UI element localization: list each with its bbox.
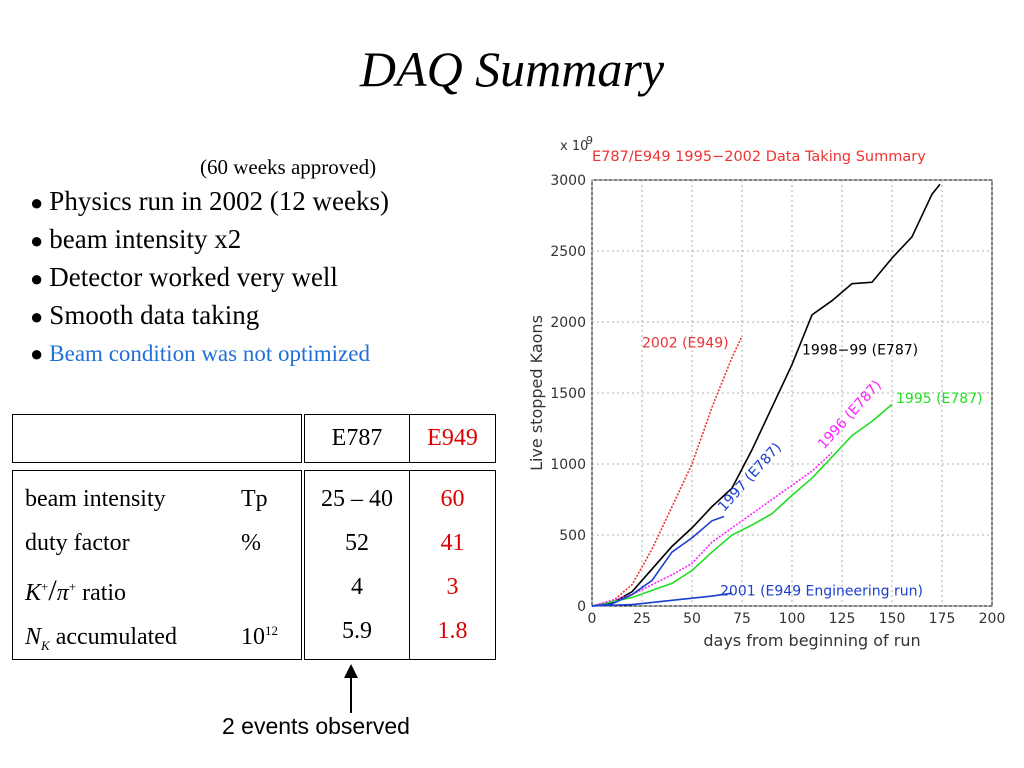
y-scale-factor: x 10 bbox=[560, 139, 588, 154]
bullet-dot-icon: ● bbox=[30, 341, 44, 366]
row-labels-cell: beam intensity Tp duty factor% K+/π+ rati… bbox=[12, 470, 305, 660]
x-tick-label: 200 bbox=[979, 611, 1006, 627]
bullet-dot-icon: ● bbox=[30, 190, 44, 215]
e949-value: 60 bbox=[440, 486, 465, 512]
x-tick-label: 150 bbox=[879, 611, 906, 627]
bullet-item: ● Smooth data taking bbox=[30, 297, 389, 335]
header-e949: E949 bbox=[409, 414, 496, 463]
row-label: beam intensity Tp bbox=[25, 486, 268, 512]
e949-values-cell: 60 41 3 1.8 bbox=[409, 470, 496, 660]
y-tick-label: 2500 bbox=[550, 244, 586, 260]
series-line-1996-e787 bbox=[591, 452, 833, 607]
series-label-1995-e787: 1995 (E787) bbox=[896, 391, 983, 407]
bullet-text: Smooth data taking bbox=[49, 300, 260, 330]
e787-value: 52 bbox=[345, 530, 369, 556]
bullet-text: Detector worked very well bbox=[49, 262, 338, 292]
header-e787: E787 bbox=[302, 414, 410, 463]
x-tick-label: 100 bbox=[779, 611, 806, 627]
events-observed-note: 2 events observed bbox=[222, 713, 410, 739]
y-scale-exponent: 9 bbox=[586, 134, 593, 147]
x-tick-label: 25 bbox=[633, 611, 651, 627]
comparison-table-header: E787 E949 bbox=[12, 414, 496, 463]
series-line-1997-e787 bbox=[591, 515, 725, 607]
e949-value: 1.8 bbox=[437, 618, 468, 644]
bullet-dot-icon: ● bbox=[30, 304, 44, 329]
y-tick-label: 0 bbox=[577, 599, 586, 615]
header-blank-cell bbox=[12, 414, 305, 463]
bullet-item: ● beam intensity x2 bbox=[30, 221, 389, 259]
comparison-table: beam intensity Tp duty factor% K+/π+ rati… bbox=[12, 470, 496, 660]
e787-value: 25 – 40 bbox=[321, 486, 393, 512]
series-label-1996-e787: 1996 (E787) bbox=[815, 377, 885, 452]
e787-value: 4 bbox=[351, 574, 363, 600]
series-label-1998-99-e787: 1998−99 (E787) bbox=[802, 343, 918, 359]
bullet-text: beam intensity x2 bbox=[49, 224, 242, 254]
e787-values-cell: 25 – 40 52 4 5.9 bbox=[302, 470, 410, 660]
bullet-text: Physics run in 2002 (12 weeks) bbox=[49, 186, 390, 216]
y-tick-label: 1500 bbox=[550, 386, 586, 402]
bullet-item: ● Detector worked very well bbox=[30, 259, 389, 297]
x-tick-label: 75 bbox=[733, 611, 751, 627]
bullet-item: ● Beam condition was not optimized bbox=[30, 335, 389, 372]
data-taking-chart: 0 25 50 75 100 125 150 175 200050010001500200025… bbox=[527, 134, 1006, 650]
y-tick-label: 3000 bbox=[550, 173, 586, 189]
series-label-1997-e787: 1997 (E787) bbox=[715, 440, 785, 515]
bullet-text: Beam condition was not optimized bbox=[49, 341, 370, 366]
chart-title: E787/E949 1995−2002 Data Taking Summary bbox=[592, 149, 926, 165]
bullet-dot-icon: ● bbox=[30, 266, 44, 291]
x-tick-label: 125 bbox=[829, 611, 856, 627]
y-tick-label: 500 bbox=[559, 528, 586, 544]
x-axis-label: days from beginning of run bbox=[703, 631, 920, 650]
e787-value: 5.9 bbox=[342, 618, 372, 644]
series-line-1998-99-e787 bbox=[591, 183, 941, 607]
row-label: NK accumulated 1012 bbox=[25, 623, 278, 653]
series-label-2002-e949: 2002 (E949) bbox=[642, 336, 729, 352]
bullet-list: ● Physics run in 2002 (12 weeks) ● beam in… bbox=[30, 183, 389, 372]
e949-value: 41 bbox=[440, 530, 465, 556]
x-tick-label: 175 bbox=[929, 611, 956, 627]
e949-value: 3 bbox=[446, 574, 459, 600]
slide-title: DAQ Summary bbox=[359, 41, 665, 97]
series-label-2001-e949-engineering-run: 2001 (E949 Engineering run) bbox=[720, 583, 923, 599]
bullet-dot-icon: ● bbox=[30, 228, 44, 253]
arrow-shaft bbox=[350, 668, 352, 713]
y-tick-label: 2000 bbox=[550, 315, 586, 331]
series-line-1995-e787 bbox=[591, 403, 893, 607]
bullet-item: ● Physics run in 2002 (12 weeks) bbox=[30, 183, 389, 221]
x-tick-label: 50 bbox=[683, 611, 701, 627]
approved-note: (60 weeks approved) bbox=[200, 155, 377, 179]
series-line-2002-e949 bbox=[591, 335, 743, 607]
x-tick-label: 0 bbox=[588, 611, 597, 627]
row-label: K+/π+ ratio bbox=[25, 574, 127, 607]
y-axis-label: Live stopped Kaons bbox=[527, 315, 546, 471]
row-label: duty factor% bbox=[25, 530, 261, 556]
y-tick-label: 1000 bbox=[550, 457, 586, 473]
series-line-2001-e949-engineering-run bbox=[591, 592, 733, 607]
